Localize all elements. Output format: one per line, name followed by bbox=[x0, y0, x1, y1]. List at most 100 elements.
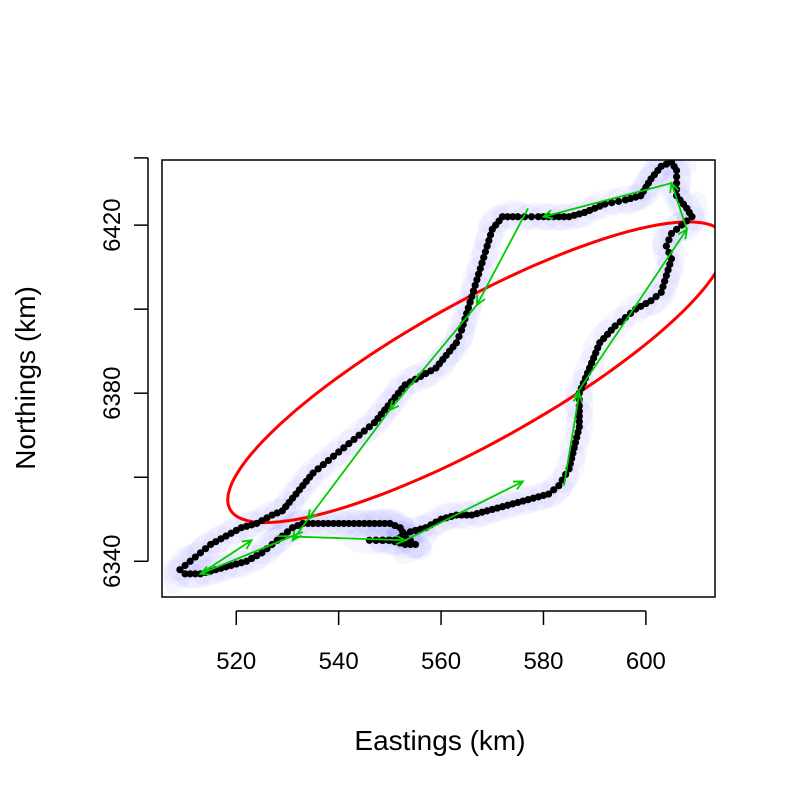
movement-arrow bbox=[307, 409, 391, 520]
track-point bbox=[560, 213, 568, 221]
x-tick-label: 540 bbox=[319, 648, 359, 675]
y-tick-label: 6340 bbox=[99, 535, 126, 588]
track-point bbox=[181, 561, 189, 570]
x-tick-label: 560 bbox=[421, 648, 461, 675]
track-point bbox=[478, 259, 486, 267]
track-points bbox=[176, 160, 696, 578]
track-point bbox=[191, 570, 199, 578]
track-point bbox=[575, 423, 583, 431]
track-point bbox=[350, 435, 358, 444]
movement-arrow bbox=[404, 480, 524, 542]
movement-arrow bbox=[291, 518, 309, 541]
track-point bbox=[309, 519, 317, 528]
track-point bbox=[463, 511, 471, 519]
y-axis-title: Northings (km) bbox=[10, 286, 41, 470]
track-point bbox=[469, 287, 478, 295]
track-point bbox=[667, 255, 676, 263]
movement-arrows bbox=[198, 181, 688, 576]
track-point bbox=[534, 213, 542, 221]
track-point bbox=[575, 417, 583, 426]
track-point bbox=[475, 270, 483, 278]
y-axis: 6340 6380 6420 bbox=[99, 157, 149, 588]
movement-arrow bbox=[389, 304, 478, 411]
track-point bbox=[544, 490, 553, 498]
track-point bbox=[335, 519, 343, 528]
track-point bbox=[486, 231, 495, 239]
track-point bbox=[258, 549, 266, 557]
track-point bbox=[485, 236, 493, 245]
track-point bbox=[476, 264, 484, 273]
track-point bbox=[186, 570, 194, 578]
track-point bbox=[471, 281, 479, 289]
track-point bbox=[672, 225, 681, 233]
track-point bbox=[657, 288, 665, 296]
track-point bbox=[355, 519, 363, 528]
track-point bbox=[616, 318, 624, 326]
plot-frame bbox=[161, 159, 716, 598]
track-point bbox=[340, 444, 348, 452]
track-point bbox=[355, 431, 363, 439]
track-point bbox=[201, 545, 210, 553]
track-point bbox=[659, 283, 667, 291]
track-point bbox=[473, 276, 481, 284]
track-point bbox=[329, 519, 338, 528]
track-point bbox=[555, 482, 563, 490]
track-point bbox=[176, 566, 184, 574]
track-point bbox=[667, 229, 676, 238]
track-point bbox=[181, 570, 189, 578]
track-point bbox=[527, 213, 536, 221]
track-point bbox=[314, 465, 322, 473]
track-point bbox=[207, 540, 215, 549]
arrow-head bbox=[306, 509, 318, 521]
track-point bbox=[370, 419, 379, 427]
movement-arrow bbox=[476, 207, 529, 306]
track-point bbox=[661, 277, 669, 285]
track-point bbox=[509, 213, 517, 221]
track-point bbox=[376, 519, 384, 528]
movement-arrow bbox=[563, 393, 581, 486]
x-axis-title: Eastings (km) bbox=[354, 725, 525, 756]
track-point bbox=[483, 242, 491, 250]
track-point bbox=[350, 519, 358, 528]
track-point bbox=[370, 519, 379, 528]
track-point bbox=[401, 532, 409, 540]
track-point bbox=[457, 326, 466, 334]
track-point bbox=[191, 553, 199, 561]
track-point bbox=[608, 199, 616, 207]
track-point bbox=[678, 221, 686, 229]
track-point bbox=[575, 412, 583, 420]
track-point bbox=[611, 322, 619, 330]
track-point bbox=[283, 528, 292, 536]
track-point bbox=[360, 427, 368, 435]
y-tick-label: 6380 bbox=[99, 367, 126, 420]
track-point bbox=[652, 292, 660, 301]
track-point bbox=[324, 456, 333, 465]
track-point bbox=[329, 452, 338, 460]
movement-arrow bbox=[199, 539, 253, 575]
arrow-head bbox=[388, 400, 400, 412]
track-point bbox=[614, 197, 623, 205]
track-point bbox=[196, 549, 205, 557]
arrow-head bbox=[291, 530, 302, 542]
x-tick-label: 600 bbox=[626, 648, 666, 675]
fitted-ellipse-layer bbox=[226, 220, 715, 525]
movement-arrow bbox=[200, 531, 304, 575]
track-point bbox=[319, 461, 327, 469]
track-point bbox=[662, 271, 670, 280]
track-point bbox=[504, 213, 512, 221]
track-point bbox=[468, 292, 476, 301]
movement-arrow bbox=[573, 228, 688, 398]
arrow-head bbox=[512, 480, 525, 490]
track-point bbox=[621, 196, 629, 204]
track-point bbox=[365, 423, 373, 431]
arrow-head bbox=[475, 294, 486, 307]
x-axis: 520 540 560 580 600 bbox=[216, 610, 666, 675]
movement-arrow bbox=[670, 182, 688, 230]
track-point bbox=[360, 519, 368, 528]
track-point bbox=[672, 179, 681, 187]
y-tick-label: 6420 bbox=[99, 198, 126, 251]
track-point bbox=[481, 248, 490, 256]
track-point bbox=[406, 540, 414, 549]
track-point bbox=[455, 332, 463, 341]
